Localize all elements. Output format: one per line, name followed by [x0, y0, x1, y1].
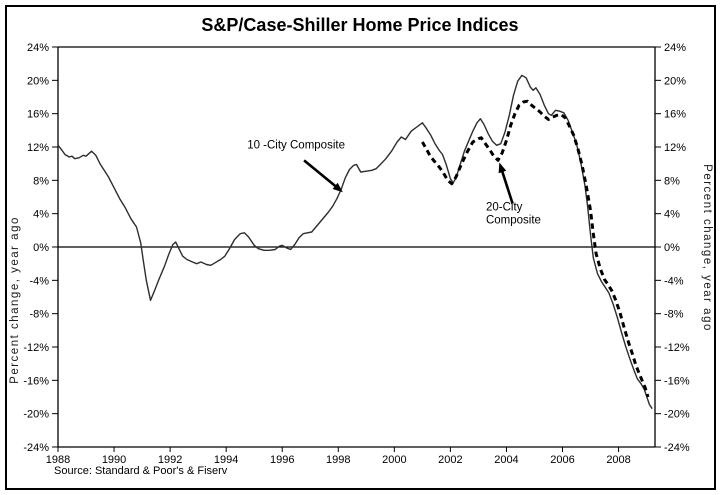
y-tick-label-left: -12%: [23, 342, 49, 354]
y-tick-label-right: 0%: [664, 242, 680, 254]
source-note: Source: Standard & Poor's & Fiserv: [54, 465, 228, 477]
annotations: 10 -City Composite 20-City Composite: [247, 140, 541, 227]
y-tick-label-right: 24%: [664, 42, 686, 54]
annotation-arrow: [500, 170, 514, 205]
chart-title: S&P/Case-Shiller Home Price Indices: [201, 15, 518, 35]
y-tick-label-right: 4%: [664, 209, 680, 221]
y-tick-label-right: 12%: [664, 142, 686, 154]
annotation-10-city-composite: 10 -City Composite: [247, 140, 345, 193]
y-tick-label-left: 20%: [27, 75, 49, 87]
y-tick-label-right: -8%: [664, 309, 684, 321]
y-tick-label-left: -8%: [29, 309, 49, 321]
series-20-city-composite-line: [421, 99, 650, 398]
y-tick-label-right: 20%: [664, 75, 686, 87]
x-tick-label: 2002: [438, 454, 462, 466]
annotation-label: 20-City Composite: [486, 201, 541, 226]
x-tick-label: 1994: [214, 454, 238, 466]
y-tick-label-left: 24%: [27, 42, 49, 54]
y-tick-label-right: -16%: [664, 375, 690, 387]
y-tick-label-left: 8%: [33, 175, 49, 187]
series-10-city-composite-line: [57, 74, 653, 410]
x-tick-label: 1992: [158, 454, 182, 466]
y-tick-label-right: -24%: [664, 442, 690, 454]
y-tick-label-left: -4%: [29, 275, 49, 287]
x-tick-label: 1996: [270, 454, 294, 466]
annotation-label: 10 -City Composite: [247, 140, 345, 152]
x-tick-label: 1990: [102, 454, 126, 466]
y-tick-label-right: -20%: [664, 409, 690, 421]
axes: 24% 24% 20% 20% 16% 16% 12% 12% 8% 8% 4% 4% 0% 0% -4% -…: [23, 42, 690, 466]
annotation-arrowhead: [498, 162, 507, 174]
y-axis-title-right: Percent change, year ago: [701, 164, 713, 332]
y-tick-label-right: -4%: [664, 275, 684, 287]
x-tick-label: 2006: [550, 454, 574, 466]
x-tick-label: 2004: [494, 454, 518, 466]
y-tick-label-left: -16%: [23, 375, 49, 387]
y-tick-label-left: -24%: [23, 442, 49, 454]
y-tick-label-left: 12%: [27, 142, 49, 154]
x-tick-label: 2000: [382, 454, 406, 466]
x-tick-label: 2008: [606, 454, 630, 466]
x-tick-label: 1998: [326, 454, 350, 466]
y-tick-label-left: -20%: [23, 409, 49, 421]
annotation-20-city-composite: 20-City Composite: [486, 162, 541, 226]
y-tick-label-left: 4%: [33, 209, 49, 221]
annotation-arrowhead: [332, 182, 343, 193]
chart-outer-border: [5, 5, 716, 490]
y-tick-label-left: 0%: [33, 242, 49, 254]
y-tick-label-left: 16%: [27, 109, 49, 121]
x-tick-label: 1988: [46, 454, 70, 466]
y-tick-label-right: -12%: [664, 342, 690, 354]
annotation-arrow: [303, 159, 337, 188]
y-tick-label-right: 16%: [664, 109, 686, 121]
y-axis-title-left: Percent change, year ago: [9, 216, 21, 384]
y-tick-label-right: 8%: [664, 175, 680, 187]
series-lines: [57, 74, 653, 410]
